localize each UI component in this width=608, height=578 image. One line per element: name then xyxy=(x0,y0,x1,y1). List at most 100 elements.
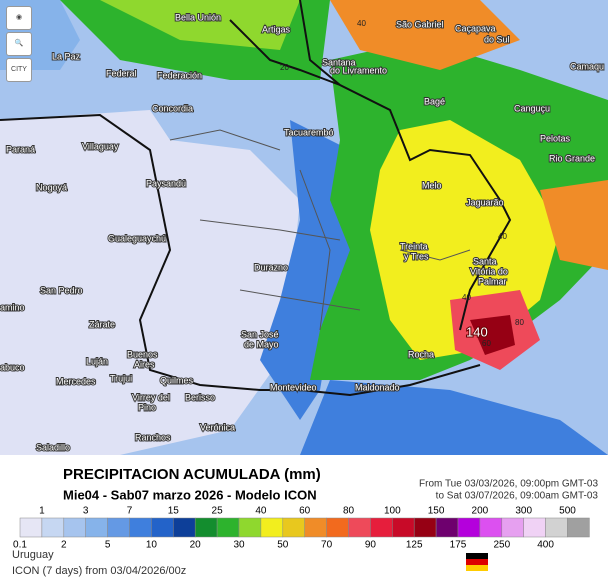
place-label: La Paz xyxy=(52,51,81,61)
color-swatch xyxy=(413,517,437,538)
rain-area xyxy=(300,380,608,455)
legend-tick-label: 1 xyxy=(39,506,45,517)
contour-label: 20 xyxy=(280,63,289,72)
title: PRECIPITACION ACUMULADA (mm) xyxy=(63,466,321,483)
place-label: do Sul xyxy=(484,34,510,44)
color-swatch xyxy=(282,517,305,538)
legend-tick-label: 3 xyxy=(83,506,89,517)
legend-tick-label: 150 xyxy=(428,506,445,517)
legend-tick-label: 200 xyxy=(472,506,489,517)
border xyxy=(0,0,512,397)
contour-label: 40 xyxy=(498,232,507,241)
place-label: Ranchos xyxy=(135,432,171,442)
legend-tick-label: 20 xyxy=(190,540,202,551)
place-label: Vitória do xyxy=(470,266,508,276)
color-swatch xyxy=(304,517,327,538)
region: Uruguay xyxy=(12,549,54,561)
legend-tick-label: 500 xyxy=(559,506,576,517)
legend-panel: PRECIPITACION ACUMULADA (mm) Mie04 - Sab… xyxy=(12,466,598,577)
place-label: Tacuarembó xyxy=(284,127,334,137)
run-from: From Tue 03/03/2026, 09:00pm GMT-03 xyxy=(419,479,598,490)
place-label: abuco xyxy=(0,362,25,372)
color-swatch xyxy=(63,517,86,538)
legend-tick-label: 2 xyxy=(61,540,67,551)
color-swatch xyxy=(326,517,349,538)
rain-area xyxy=(330,0,520,70)
place-label: San Pedro xyxy=(40,285,83,295)
place-label: do Livramento xyxy=(330,65,387,75)
contour-label: 80 xyxy=(515,318,524,327)
boundary xyxy=(169,129,471,331)
place-label: Santana xyxy=(322,57,356,67)
place-label: Buenos xyxy=(127,349,158,359)
place-label: Federación xyxy=(157,70,202,80)
place-label: Pino xyxy=(138,402,156,412)
legend-tick-label: 70 xyxy=(321,540,333,551)
legend-tick-label: 60 xyxy=(299,506,311,517)
place-label: Paysandú xyxy=(146,178,186,188)
legend-tick-label: 10 xyxy=(146,540,158,551)
contour-label: 40 xyxy=(357,19,366,28)
place-label: amino xyxy=(0,302,25,312)
place-label: Montevideo xyxy=(270,382,317,392)
place-label: Berisso xyxy=(185,392,215,402)
place-label: Nogoyá xyxy=(36,182,67,192)
place-label: Villaguay xyxy=(82,141,119,151)
color-swatch xyxy=(194,517,218,538)
place-label: Santa xyxy=(473,256,497,266)
legend-tick-label: 400 xyxy=(537,540,554,551)
legend-tick-label: 15 xyxy=(168,506,180,517)
place-label: Maldonado xyxy=(355,382,400,392)
place-label: Luján xyxy=(86,356,108,366)
color-swatch xyxy=(501,517,524,538)
place-label: Camaqu xyxy=(570,61,604,71)
place-label: Gualeguaychú xyxy=(108,233,166,243)
flag xyxy=(466,553,488,571)
place-label: Canguçu xyxy=(514,103,550,113)
rain-area xyxy=(100,0,300,50)
contour-label: 40 xyxy=(462,293,471,302)
subtitle: Mie04 - Sab07 marzo 2026 - Modelo ICON xyxy=(63,487,317,502)
map: Bella Unión Artigas São Gabriel Caçapava… xyxy=(0,0,608,455)
legend-tick-label: 90 xyxy=(365,540,377,551)
locate-button[interactable]: ◉ xyxy=(6,6,32,30)
legend-tick-label: 80 xyxy=(343,506,355,517)
color-swatch xyxy=(523,517,546,538)
rain-area xyxy=(470,315,515,355)
place-label: Palmar xyxy=(478,276,507,286)
contour-label: 60 xyxy=(482,339,491,348)
place-label: Mercedes xyxy=(56,376,96,386)
place-label: Zárate xyxy=(89,319,115,329)
rain-area xyxy=(540,180,608,270)
place-label: Paraná xyxy=(6,144,35,154)
place-label: Trujui xyxy=(110,373,132,383)
place-label: Bella Unión xyxy=(175,12,221,22)
legend-tick-label: 300 xyxy=(515,506,532,517)
color-swatch xyxy=(567,517,590,538)
place-label: Concordia xyxy=(152,103,193,113)
place-label: Saladillo xyxy=(36,442,70,452)
place-label: São Gabriel xyxy=(396,19,444,29)
color-swatch xyxy=(479,517,503,538)
place-label: Melo xyxy=(422,180,442,190)
place-label: y Tres xyxy=(404,251,429,261)
place-label: Rocha xyxy=(408,349,434,359)
color-swatch xyxy=(216,517,240,538)
legend-tick-label: 30 xyxy=(233,540,245,551)
color-swatch xyxy=(151,517,174,538)
color-swatch xyxy=(19,517,43,538)
legend-tick-label: 5 xyxy=(105,540,111,551)
color-swatch xyxy=(107,517,130,538)
zoom-button[interactable]: 🔍 xyxy=(6,32,32,56)
place-label: Bagé xyxy=(424,96,445,106)
city-button[interactable]: CITY xyxy=(6,58,32,82)
color-swatch xyxy=(348,517,371,538)
legend-tick-label: 7 xyxy=(127,506,133,517)
place-label: Rio Grande xyxy=(549,153,595,163)
color-swatch xyxy=(260,517,284,538)
legend-tick-label: 40 xyxy=(255,506,267,517)
legend-tick-label: 50 xyxy=(277,540,289,551)
place-label: Caçapava xyxy=(455,23,496,33)
place-label: Durazno xyxy=(254,262,288,272)
